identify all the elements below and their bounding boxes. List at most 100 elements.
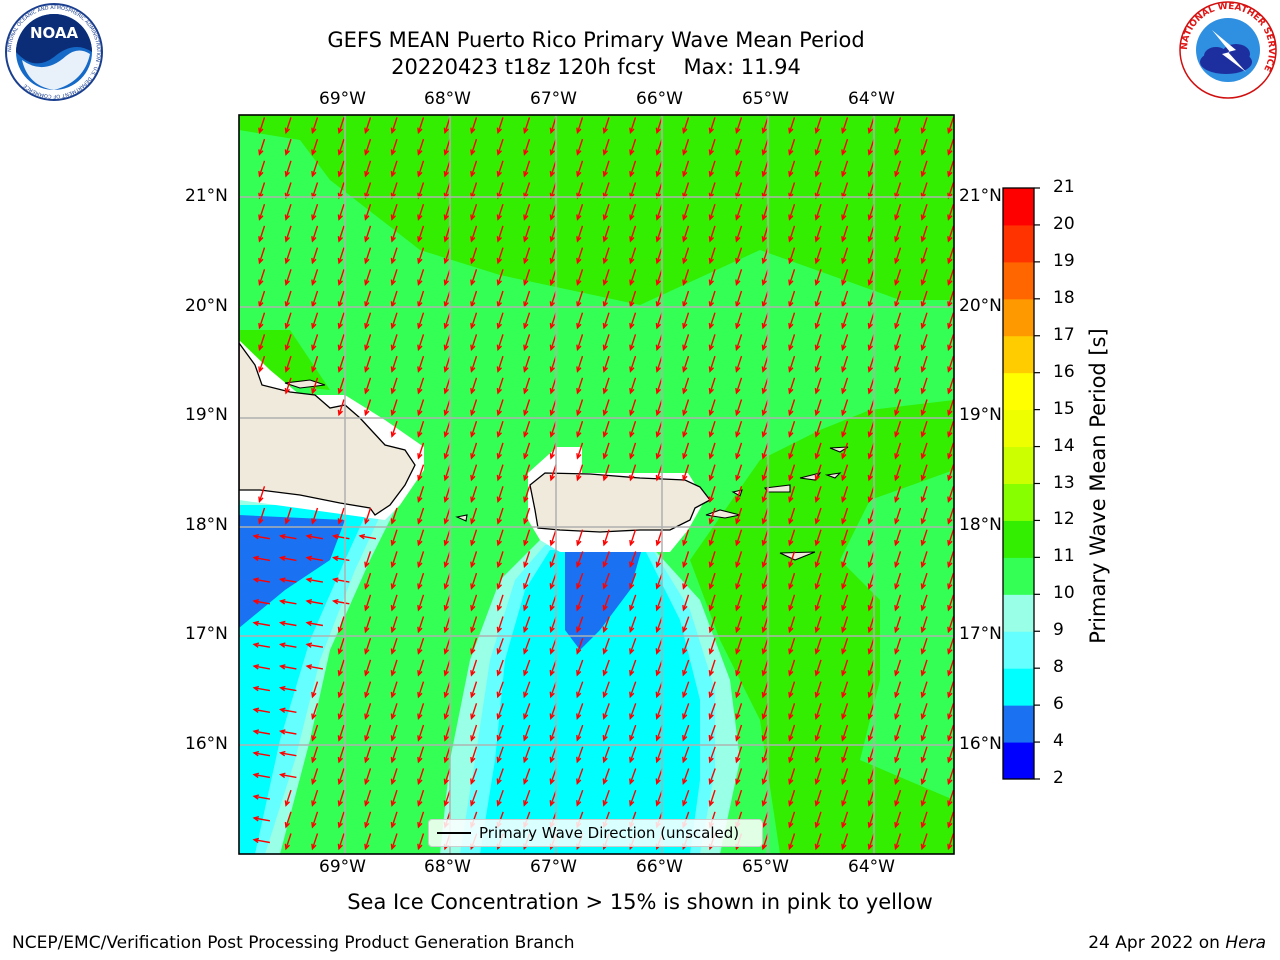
wave-arrow-head: [735, 171, 741, 178]
wave-arrow-shaft: [364, 182, 372, 198]
wave-arrow-shaft: [868, 117, 875, 133]
wave-arrow-shaft: [656, 529, 663, 546]
lat-label-right-20: 20°N: [959, 296, 1002, 316]
wave-arrow-head: [920, 713, 927, 721]
wave-arrow-shaft: [417, 703, 425, 719]
wave-arrow-head: [761, 171, 768, 178]
wave-arrow-head: [549, 735, 555, 742]
wave-arrow-shaft: [523, 355, 531, 372]
wave-arrow-shaft: [576, 117, 584, 133]
wave-arrow-head: [443, 388, 450, 395]
wave-arrow-shaft: [894, 811, 902, 828]
wave-arrow-shaft: [682, 529, 690, 546]
lon-label-bottom-65: 65°W: [742, 857, 789, 877]
wave-arrow-shaft: [788, 768, 796, 784]
wave-arrow-head: [947, 735, 953, 742]
wave-arrow-shaft: [656, 269, 663, 285]
wave-arrow-shaft: [947, 225, 954, 242]
wave-arrow-shaft: [444, 681, 451, 698]
colorbar-tick-label: 14: [1053, 435, 1075, 456]
wave-arrow-shaft: [338, 377, 345, 394]
wave-arrow-head: [443, 171, 450, 178]
wave-arrow-shaft: [497, 789, 504, 806]
wave-arrow-shaft: [417, 507, 425, 524]
wave-arrow-shaft: [603, 377, 610, 394]
wave-arrow-shaft: [391, 507, 398, 524]
wave-arrow-head: [443, 409, 450, 417]
wave-arrow-head: [523, 127, 529, 135]
wave-arrow-head: [629, 214, 635, 221]
wave-arrow-shaft: [285, 290, 292, 307]
wave-arrow-head: [284, 214, 291, 221]
wave-arrow-shaft: [311, 312, 319, 329]
wave-arrow-head: [443, 257, 450, 265]
wave-arrow-head: [549, 583, 555, 590]
wave-arrow-head: [523, 366, 529, 373]
wave-arrow-shaft: [470, 637, 478, 654]
wave-arrow-head: [496, 626, 503, 634]
wave-arrow-head: [735, 496, 741, 504]
wave-arrow-head: [417, 539, 423, 547]
wave-arrow-shaft: [656, 334, 663, 350]
wave-arrow-shaft: [364, 117, 372, 133]
wave-arrow-head: [390, 713, 397, 721]
wave-arrow-shaft: [709, 225, 716, 242]
wave-arrow-head: [417, 583, 423, 590]
wave-arrow-head: [390, 691, 397, 699]
wave-arrow-head: [682, 583, 688, 590]
wave-arrow-head: [602, 322, 609, 330]
wave-arrow-head: [814, 518, 821, 525]
wave-arrow-head: [470, 257, 476, 265]
wave-arrow-head: [947, 344, 953, 352]
wave-arrow-shaft: [947, 312, 954, 329]
wave-arrow-shaft: [311, 334, 319, 350]
wave-arrow-head: [364, 605, 370, 612]
land-mona: [455, 514, 468, 522]
wave-arrow-head: [576, 431, 582, 438]
wave-arrow-head: [788, 713, 794, 721]
wave-arrow-head: [629, 778, 635, 786]
wave-arrow-shaft: [735, 290, 743, 307]
wave-arrow-shaft: [603, 138, 610, 155]
wave-arrow-head: [417, 713, 423, 721]
wave-arrow-shaft: [523, 724, 531, 741]
wave-arrow-shaft: [391, 377, 398, 394]
wave-arrow-head: [576, 127, 582, 135]
wave-arrow-shaft: [311, 789, 319, 806]
wave-arrow-head: [735, 735, 741, 742]
wave-arrow-head: [655, 322, 662, 330]
lat-label-left-21: 21°N: [185, 186, 228, 206]
wave-arrow-shaft: [735, 355, 743, 372]
wave-arrow-head: [708, 756, 714, 764]
wave-arrow-shaft: [576, 442, 584, 459]
wave-arrow-head: [496, 366, 503, 373]
wave-arrow-head: [655, 127, 662, 135]
wave-arrow-head: [761, 539, 768, 547]
wave-arrow-shaft: [603, 529, 610, 546]
wave-arrow-head: [523, 583, 529, 590]
wave-arrow-shaft: [523, 659, 531, 676]
wave-arrow-head: [629, 669, 635, 677]
wave-arrow-shaft: [815, 138, 822, 155]
wave-arrow-head: [337, 257, 344, 265]
wave-arrow-shaft: [311, 182, 319, 198]
wave-arrow-head: [708, 409, 715, 417]
wave-arrow-shaft: [338, 833, 345, 849]
wave-arrow-head: [284, 301, 291, 308]
wave-arrow-shaft: [841, 833, 849, 849]
wave-arrow-shaft: [576, 290, 584, 307]
wave-arrow-head: [814, 388, 821, 395]
wave-arrow-head: [841, 756, 847, 764]
wave-arrow-shaft: [656, 420, 663, 437]
wave-arrow-head: [443, 279, 450, 287]
wave-arrow-head: [735, 257, 741, 265]
wave-arrow-shaft: [576, 377, 584, 394]
wave-arrow-head: [788, 236, 794, 243]
wave-arrow-shaft: [603, 203, 610, 220]
wave-arrow-head: [470, 583, 476, 590]
wave-arrow-shaft: [947, 399, 954, 415]
wave-arrow-shaft: [523, 789, 531, 806]
wave-arrow-shaft: [603, 572, 610, 589]
wave-arrow-shaft: [762, 269, 769, 285]
wave-arrow-head: [682, 214, 688, 221]
